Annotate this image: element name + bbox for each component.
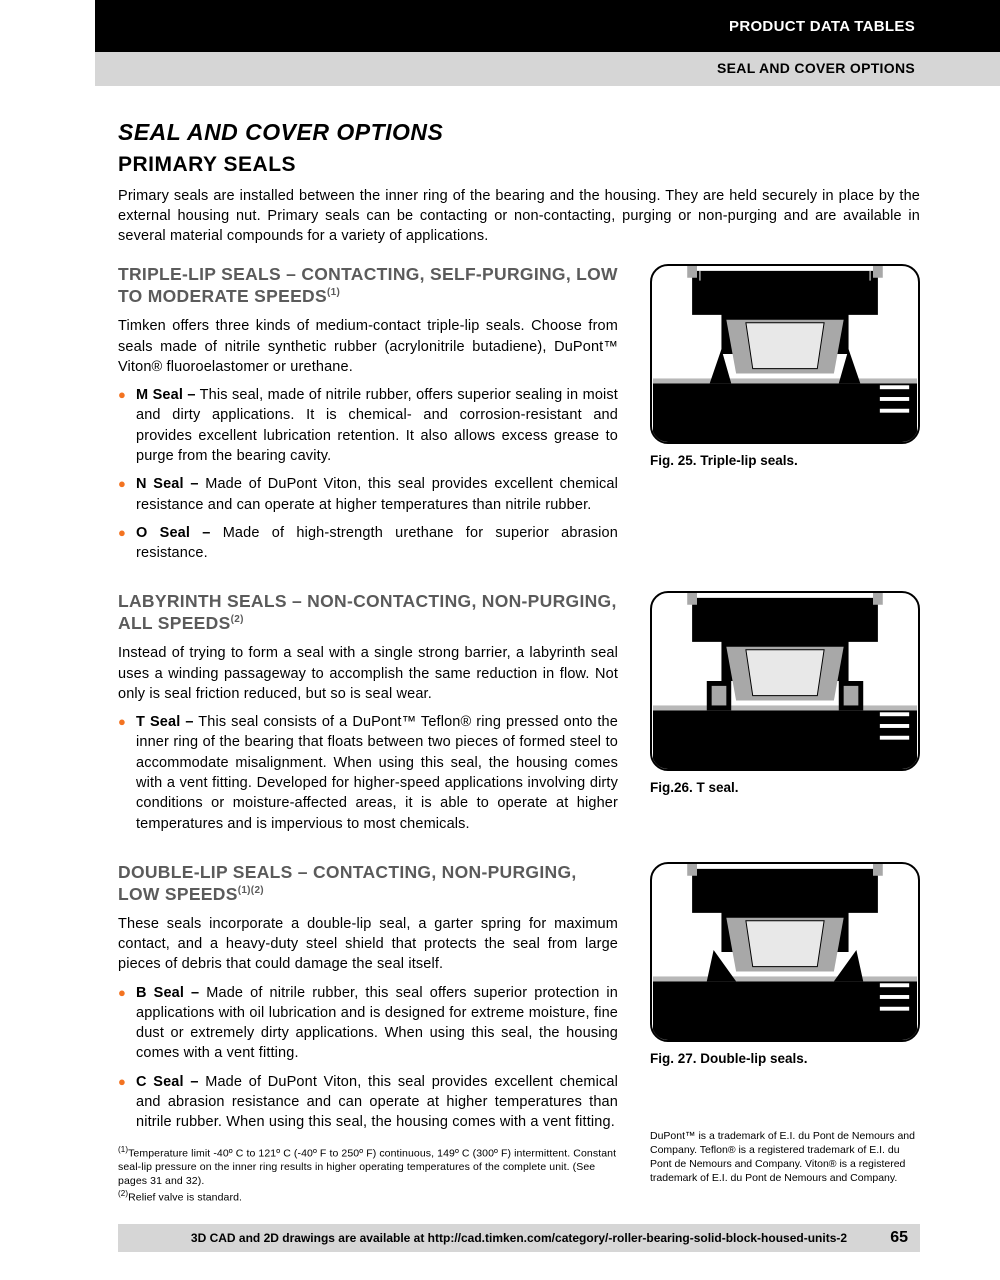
bullet-list: M Seal – This seal, made of nitrile rubb…: [118, 385, 618, 563]
figure-triple-lip: [650, 264, 920, 444]
section-triple-lip: TRIPLE-LIP SEALS – CONTACTING, SELF-PURG…: [118, 264, 920, 571]
figure-caption: Fig. 25. Triple-lip seals.: [650, 452, 920, 471]
footer-bar: 3D CAD and 2D drawings are available at …: [118, 1224, 920, 1252]
list-item: M Seal – This seal, made of nitrile rubb…: [136, 385, 618, 466]
header-black-bar: PRODUCT DATA TABLES: [95, 0, 1000, 52]
section-labyrinth: LABYRINTH SEALS – NON-CONTACTING, NON-PU…: [118, 591, 920, 841]
section-heading: DOUBLE-LIP SEALS – CONTACTING, NON-PURGI…: [118, 862, 618, 906]
header-grey-label: SEAL AND COVER OPTIONS: [717, 59, 915, 79]
figure-caption: Fig. 27. Double-lip seals.: [650, 1050, 920, 1069]
section-double-lip: DOUBLE-LIP SEALS – CONTACTING, NON-PURGI…: [118, 862, 920, 1204]
intro-paragraph: Primary seals are installed between the …: [118, 186, 920, 247]
bullet-list: T Seal – This seal consists of a DuPont™…: [118, 712, 618, 834]
header-grey-bar: SEAL AND COVER OPTIONS: [95, 52, 1000, 86]
page-title: SEAL AND COVER OPTIONS: [118, 116, 920, 148]
list-item: C Seal – Made of DuPont Viton, this seal…: [136, 1072, 618, 1133]
bullet-list: B Seal – Made of nitrile rubber, this se…: [118, 983, 618, 1133]
page-number: 65: [890, 1227, 908, 1249]
section-heading: TRIPLE-LIP SEALS – CONTACTING, SELF-PURG…: [118, 264, 618, 308]
list-item: N Seal – Made of DuPont Viton, this seal…: [136, 474, 618, 515]
figure-double-lip: [650, 862, 920, 1042]
section-body: These seals incorporate a double-lip sea…: [118, 914, 618, 975]
figure-caption: Fig.26. T seal.: [650, 779, 920, 798]
list-item: T Seal – This seal consists of a DuPont™…: [136, 712, 618, 834]
section-heading: LABYRINTH SEALS – NON-CONTACTING, NON-PU…: [118, 591, 618, 635]
figure-t-seal: [650, 591, 920, 771]
list-item: B Seal – Made of nitrile rubber, this se…: [136, 983, 618, 1064]
list-item: O Seal – Made of high-strength urethane …: [136, 523, 618, 564]
trademark-notice: DuPont™ is a trademark of E.I. du Pont d…: [650, 1129, 920, 1186]
footnotes: (1)Temperature limit -40º C to 121º C (-…: [118, 1145, 618, 1205]
section-body: Timken offers three kinds of medium-cont…: [118, 316, 618, 377]
footer-text: 3D CAD and 2D drawings are available at …: [191, 1230, 847, 1247]
section-body: Instead of trying to form a seal with a …: [118, 643, 618, 704]
header-black-label: PRODUCT DATA TABLES: [729, 16, 915, 37]
page-content: SEAL AND COVER OPTIONS PRIMARY SEALS Pri…: [0, 86, 1000, 1204]
page-subtitle: PRIMARY SEALS: [118, 150, 920, 179]
